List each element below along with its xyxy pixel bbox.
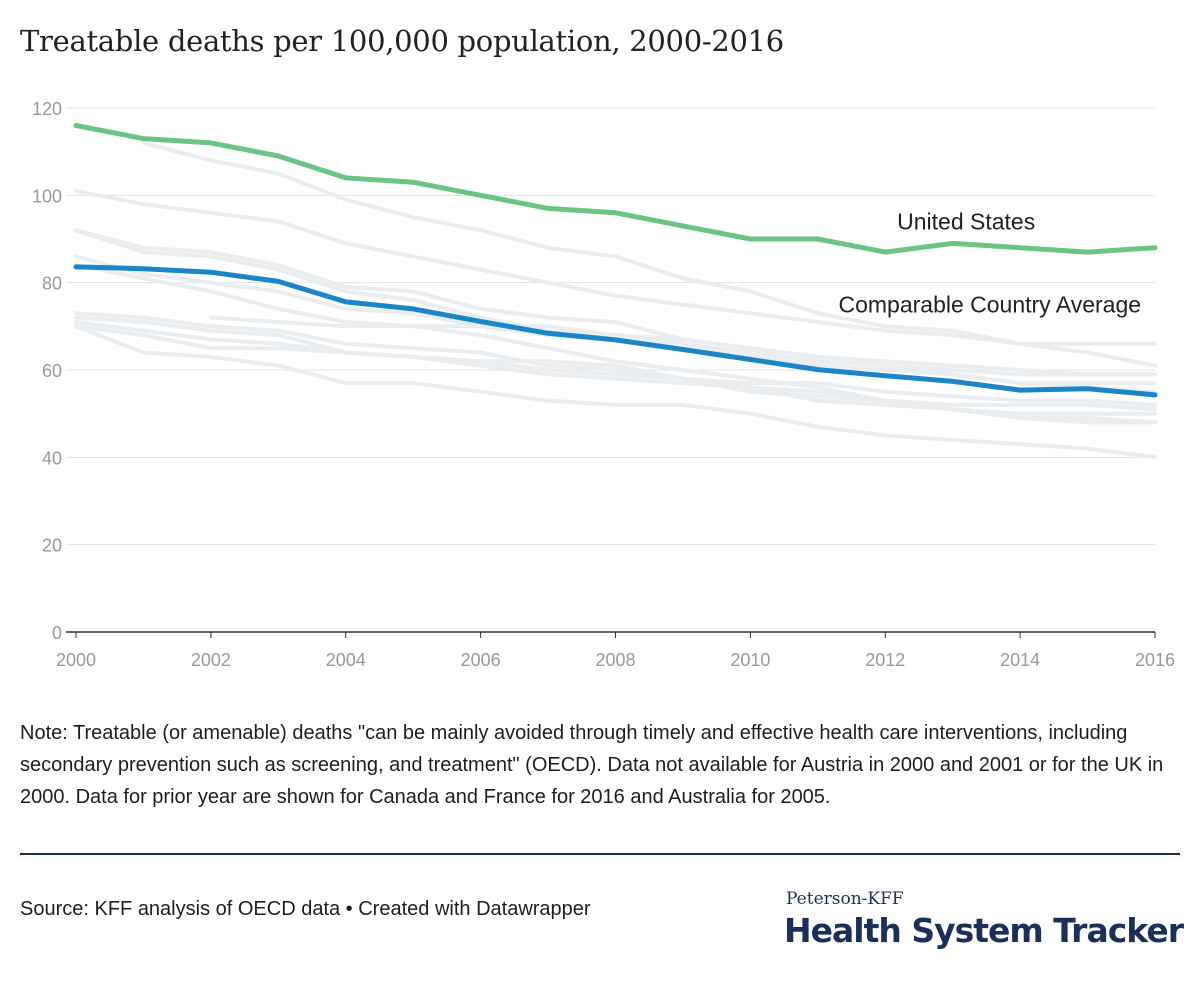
comparable-country-line-6 — [74, 263, 1157, 394]
highlighted-series-lines — [73, 123, 1158, 398]
y-tick-label: 40 — [42, 448, 62, 468]
y-tick-label: 60 — [42, 361, 62, 381]
comparable-country-line-7 — [74, 315, 1157, 407]
series-annotations: United States Comparable Country Average — [838, 208, 1141, 317]
brand-logo: Health System Tracker — [784, 911, 1184, 950]
x-axis-tick-labels: 2000 2002 2004 2006 2008 2010 2012 2014 2016 — [56, 632, 1175, 670]
y-tick-label: 80 — [42, 274, 62, 294]
comparable-country-line-12 — [74, 311, 1157, 425]
series-line-comparable-country-average — [73, 264, 1158, 398]
y-tick-label: 20 — [42, 536, 62, 556]
series-line-united-states — [73, 123, 1158, 255]
x-tick-label: 2016 — [1135, 650, 1175, 670]
comparable-country-line-1 — [141, 140, 1157, 368]
x-tick-label: 2006 — [461, 650, 501, 670]
brand-kicker: Peterson-KFF — [786, 889, 904, 909]
x-tick-label: 2000 — [56, 650, 96, 670]
annotation-comparable-country-average: Comparable Country Average — [838, 292, 1141, 318]
comparable-country-line-2 — [74, 189, 1157, 346]
x-tick-label: 2010 — [730, 650, 770, 670]
y-tick-label: 0 — [52, 623, 62, 643]
line-chart: 0 20 40 60 80 100 120 2000 2002 2004 2006 2008 2010… — [32, 99, 1175, 670]
chart-title: Treatable deaths per 100,000 population,… — [20, 24, 784, 58]
y-tick-label: 100 — [32, 186, 62, 206]
x-tick-label: 2004 — [326, 650, 366, 670]
y-axis-tick-labels: 0 20 40 60 80 100 120 — [32, 99, 62, 643]
footer-divider — [20, 853, 1180, 855]
y-tick-label: 120 — [32, 99, 62, 119]
comparable-country-lines — [74, 140, 1157, 460]
comparable-country-line-3 — [74, 228, 1157, 377]
comparable-country-line-9 — [74, 324, 1157, 460]
x-tick-label: 2002 — [191, 650, 231, 670]
source-credit: Source: KFF analysis of OECD data • Crea… — [20, 898, 591, 920]
x-tick-label: 2012 — [865, 650, 905, 670]
annotation-united-states: United States — [897, 208, 1035, 234]
x-tick-label: 2008 — [595, 650, 635, 670]
chart-note: Note: Treatable (or amenable) deaths "ca… — [20, 722, 1164, 808]
comparable-country-line-8 — [74, 324, 1157, 412]
x-tick-label: 2014 — [1000, 650, 1040, 670]
